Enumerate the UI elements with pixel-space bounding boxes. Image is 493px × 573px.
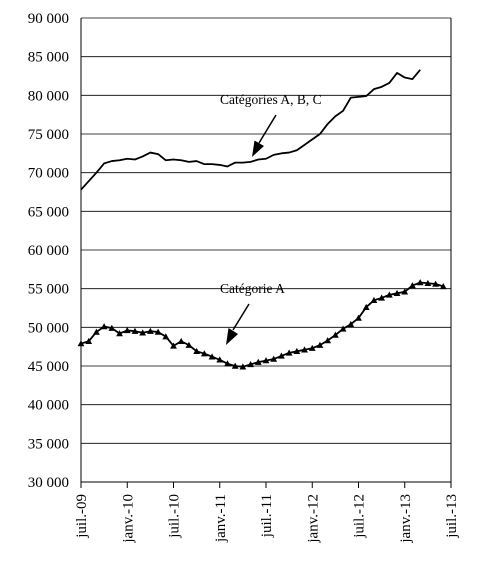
x-tick-label: juil.-10: [167, 494, 183, 539]
data-point-marker: [370, 296, 378, 303]
series-line-0: [80, 69, 421, 191]
annotation-categories-abc: Catégories A, B, C: [220, 92, 322, 107]
data-point-marker: [216, 356, 224, 363]
y-tick-label: 30 000: [28, 475, 69, 491]
data-point-marker: [385, 291, 393, 298]
data-point-marker: [231, 362, 239, 369]
data-point-marker: [200, 350, 208, 357]
data-point-marker: [116, 330, 123, 337]
data-point-marker: [254, 358, 262, 365]
x-tick-labels: juil.-09 janv.-10 juil.-10 janv.-11 juil.-11…: [74, 482, 460, 544]
y-tick-label: 40 000: [28, 398, 69, 414]
arrow-categories-abc: [252, 114, 277, 157]
data-point-marker: [432, 280, 439, 287]
x-tick-label: janv.-11: [213, 494, 229, 543]
y-tick-label: 75 000: [28, 127, 69, 143]
data-point-marker: [362, 303, 370, 310]
data-point-marker: [93, 328, 100, 335]
data-point-marker: [409, 282, 416, 289]
data-point-marker: [331, 331, 339, 338]
annotations: Catégories A, B, C Catégorie A: [220, 92, 322, 345]
y-tick-label: 60 000: [28, 243, 69, 259]
data-point-marker: [293, 347, 301, 355]
y-tick-label: 90 000: [28, 11, 69, 27]
x-tick-label: janv.-10: [120, 494, 136, 544]
data-point-marker: [416, 279, 424, 286]
annotation-categorie-a: Catégorie A: [220, 281, 285, 296]
data-point-marker: [123, 327, 131, 334]
data-point-marker: [154, 328, 162, 335]
data-point-marker: [347, 320, 355, 327]
y-tick-label: 35 000: [28, 436, 69, 452]
data-point-marker: [278, 352, 285, 359]
data-point-marker: [239, 363, 247, 370]
y-tick-label: 65 000: [28, 204, 69, 220]
y-tick-label: 70 000: [28, 166, 69, 182]
data-point-marker: [139, 329, 147, 336]
data-point-marker: [170, 342, 177, 349]
data-point-marker: [439, 282, 447, 290]
data-point-marker: [193, 347, 201, 355]
data-point-marker: [339, 325, 347, 332]
data-point-marker: [355, 314, 362, 321]
data-point-marker: [224, 360, 231, 367]
data-point-marker: [100, 323, 108, 330]
data-point-marker: [301, 346, 308, 353]
x-tick-label: juil.-13: [444, 494, 460, 539]
data-point-marker: [208, 353, 216, 360]
data-point-marker: [108, 324, 116, 331]
y-tick-labels: 30 000 35 000 40 000 45 000 50 000 55 000 60 0…: [28, 11, 69, 491]
x-tick-label: juil.-11: [259, 494, 275, 538]
data-point-marker: [308, 344, 316, 351]
y-tick-label: 50 000: [28, 320, 69, 336]
data-point-marker: [424, 279, 432, 286]
grid-lines: [81, 17, 451, 483]
data-point-marker: [85, 337, 93, 344]
series: [77, 69, 447, 370]
data-point-marker: [162, 333, 170, 340]
x-tick-label: juil.-12: [352, 494, 368, 539]
data-point-marker: [177, 337, 185, 344]
y-tick-label: 85 000: [28, 50, 69, 66]
data-point-marker: [378, 294, 386, 301]
data-point-marker: [146, 327, 154, 334]
data-point-marker: [77, 340, 85, 347]
x-tick-label: janv.-12: [305, 494, 321, 544]
data-point-marker: [270, 355, 278, 362]
x-tick-label: janv.-13: [398, 494, 414, 544]
data-point-marker: [316, 341, 324, 348]
y-tick-label: 45 000: [28, 359, 69, 375]
data-point-marker: [262, 357, 270, 364]
y-tick-label: 80 000: [28, 88, 69, 104]
data-point-marker: [131, 327, 139, 334]
x-tick-label: juil.-09: [74, 494, 90, 539]
y-tick-label: 55 000: [28, 282, 69, 298]
data-point-marker: [185, 341, 193, 348]
data-point-marker: [247, 361, 254, 368]
data-point-marker: [285, 349, 293, 356]
data-point-marker: [393, 289, 401, 297]
arrow-categorie-a: [226, 303, 250, 345]
data-point-marker: [401, 288, 409, 295]
data-point-marker: [324, 337, 332, 344]
